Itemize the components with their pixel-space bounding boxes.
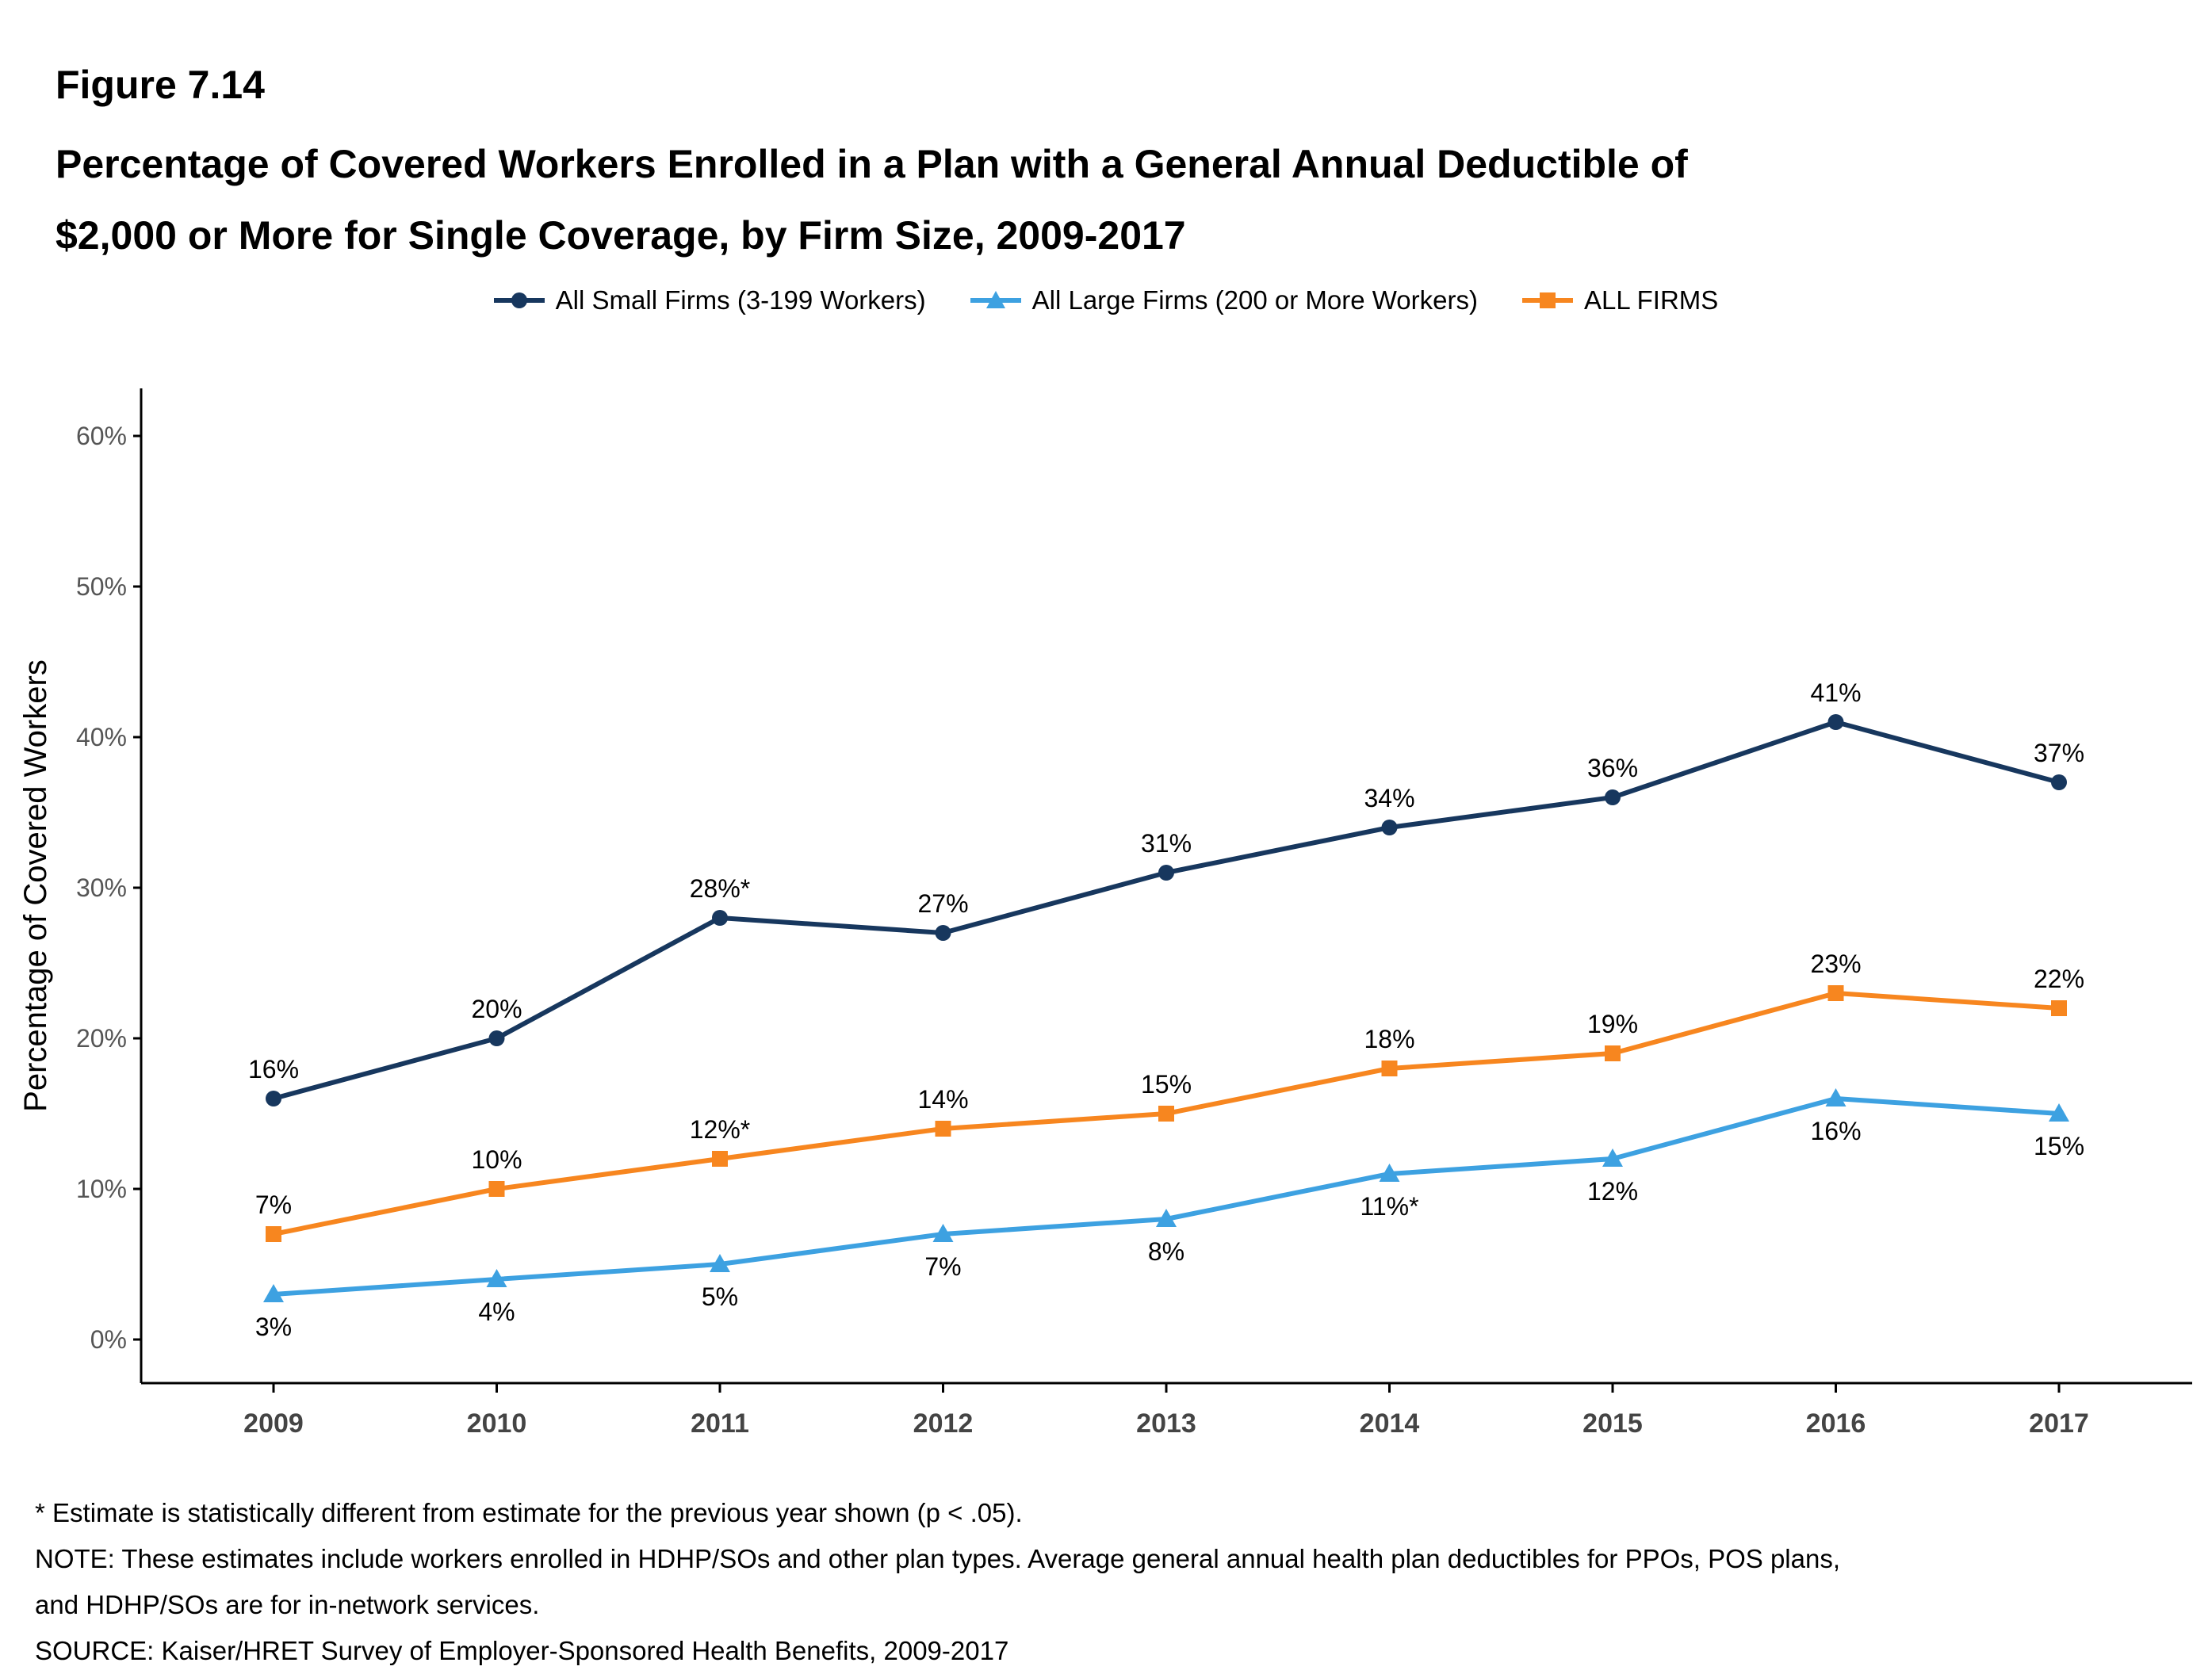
data-label: 19%	[1587, 1010, 1638, 1038]
data-label: 3%	[255, 1313, 292, 1341]
data-point	[2051, 1000, 2067, 1016]
data-label: 34%	[1364, 784, 1414, 812]
data-point	[712, 1151, 728, 1167]
data-label: 36%	[1587, 754, 1638, 782]
data-label: 8%	[1148, 1237, 1184, 1266]
data-label: 20%	[471, 995, 522, 1023]
legend-label-large-firms: All Large Firms (200 or More Workers)	[1031, 285, 1478, 315]
series-line-0	[273, 720, 2060, 1101]
data-point	[1827, 985, 1844, 1001]
y-tick-label: 0%	[90, 1325, 127, 1354]
chart-legend: All Small Firms (3-199 Workers) All Larg…	[0, 285, 2212, 315]
data-point	[1381, 1061, 1398, 1076]
y-axis-title: Percentage of Covered Workers	[18, 659, 53, 1112]
data-point	[1825, 1088, 1847, 1106]
data-label: 37%	[2034, 739, 2084, 767]
data-point	[263, 1284, 284, 1302]
x-tick-label: 2014	[1360, 1408, 1420, 1439]
y-tick-label: 60%	[76, 422, 127, 450]
y-tick-label: 50%	[76, 572, 127, 601]
data-point	[1158, 865, 1174, 881]
data-point	[488, 1030, 505, 1046]
data-point	[486, 1269, 507, 1287]
data-point	[266, 1091, 281, 1106]
data-point	[1379, 1164, 1400, 1182]
x-tick-label: 2011	[691, 1408, 749, 1439]
x-tick-label: 2015	[1582, 1408, 1643, 1439]
y-tick-label: 30%	[76, 873, 127, 902]
x-tick-label: 2016	[1806, 1408, 1866, 1439]
legend-swatch-small-firms	[493, 292, 545, 308]
data-label: 16%	[1810, 1117, 1861, 1145]
footnote-significance: * Estimate is statistically different fr…	[35, 1498, 1023, 1527]
data-point	[932, 1224, 954, 1242]
data-label: 7%	[255, 1191, 292, 1219]
data-point	[1827, 714, 1844, 730]
x-tick-label: 2012	[913, 1408, 974, 1439]
data-point	[710, 1254, 730, 1272]
data-label: 31%	[1141, 829, 1192, 858]
data-point	[1156, 1209, 1177, 1227]
data-point	[935, 925, 951, 941]
data-label: 14%	[917, 1085, 968, 1114]
data-label: 22%	[2034, 965, 2084, 993]
y-tick-label: 20%	[76, 1024, 127, 1053]
data-point	[712, 910, 728, 926]
data-point	[1605, 1045, 1621, 1061]
data-point	[935, 1121, 951, 1137]
legend-item-all-firms: ALL FIRMS	[1521, 285, 1719, 315]
data-point	[488, 1181, 505, 1197]
x-tick-label: 2009	[243, 1408, 304, 1439]
legend-swatch-all-firms	[1521, 292, 1573, 308]
data-point	[266, 1226, 281, 1242]
data-label: 15%	[2034, 1132, 2084, 1160]
chart-title: Percentage of Covered Workers Enrolled i…	[55, 128, 2117, 271]
footnote-note-line-1: NOTE: These estimates include workers en…	[35, 1544, 1841, 1573]
data-label: 28%*	[690, 874, 751, 903]
data-label: 4%	[478, 1298, 515, 1326]
x-tick-label: 2013	[1136, 1408, 1196, 1439]
footnote-source: SOURCE: Kaiser/HRET Survey of Employer-S…	[35, 1636, 1009, 1665]
chart-title-line-1: Percentage of Covered Workers Enrolled i…	[55, 142, 1688, 186]
x-tick-label: 2017	[2029, 1408, 2089, 1439]
legend-swatch-large-firms	[970, 291, 1021, 308]
figure-label: Figure 7.14	[55, 63, 265, 107]
chart-title-line-2: $2,000 or More for Single Coverage, by F…	[55, 213, 1186, 258]
data-label: 5%	[702, 1282, 738, 1311]
legend-item-small-firms: All Small Firms (3-199 Workers)	[493, 285, 926, 315]
data-label: 11%*	[1360, 1192, 1418, 1221]
legend-label-all-firms: ALL FIRMS	[1583, 285, 1719, 315]
data-label: 18%	[1364, 1025, 1414, 1053]
footnotes: * Estimate is statistically different fr…	[35, 1490, 1840, 1674]
data-point	[1381, 820, 1398, 835]
data-label: 12%	[1587, 1177, 1638, 1206]
legend-item-large-firms: All Large Firms (200 or More Workers)	[970, 285, 1478, 315]
x-tick-label: 2010	[467, 1408, 527, 1439]
data-label: 23%	[1810, 950, 1861, 978]
data-point	[2049, 1103, 2069, 1122]
data-point	[2051, 774, 2067, 790]
data-label: 41%	[1810, 678, 1861, 707]
legend-label-small-firms: All Small Firms (3-199 Workers)	[555, 285, 926, 315]
data-point	[1158, 1106, 1174, 1122]
footnote-note-line-2: and HDHP/SOs are for in-network services…	[35, 1590, 540, 1619]
y-tick-label: 40%	[76, 723, 127, 751]
data-point	[1602, 1148, 1623, 1167]
data-label: 15%	[1141, 1070, 1192, 1099]
data-label: 27%	[917, 889, 968, 918]
data-point	[1605, 789, 1621, 805]
data-label: 16%	[248, 1055, 299, 1084]
data-label: 7%	[924, 1252, 961, 1281]
y-tick-label: 10%	[76, 1175, 127, 1203]
data-label: 12%*	[690, 1115, 751, 1144]
data-label: 10%	[471, 1145, 522, 1174]
